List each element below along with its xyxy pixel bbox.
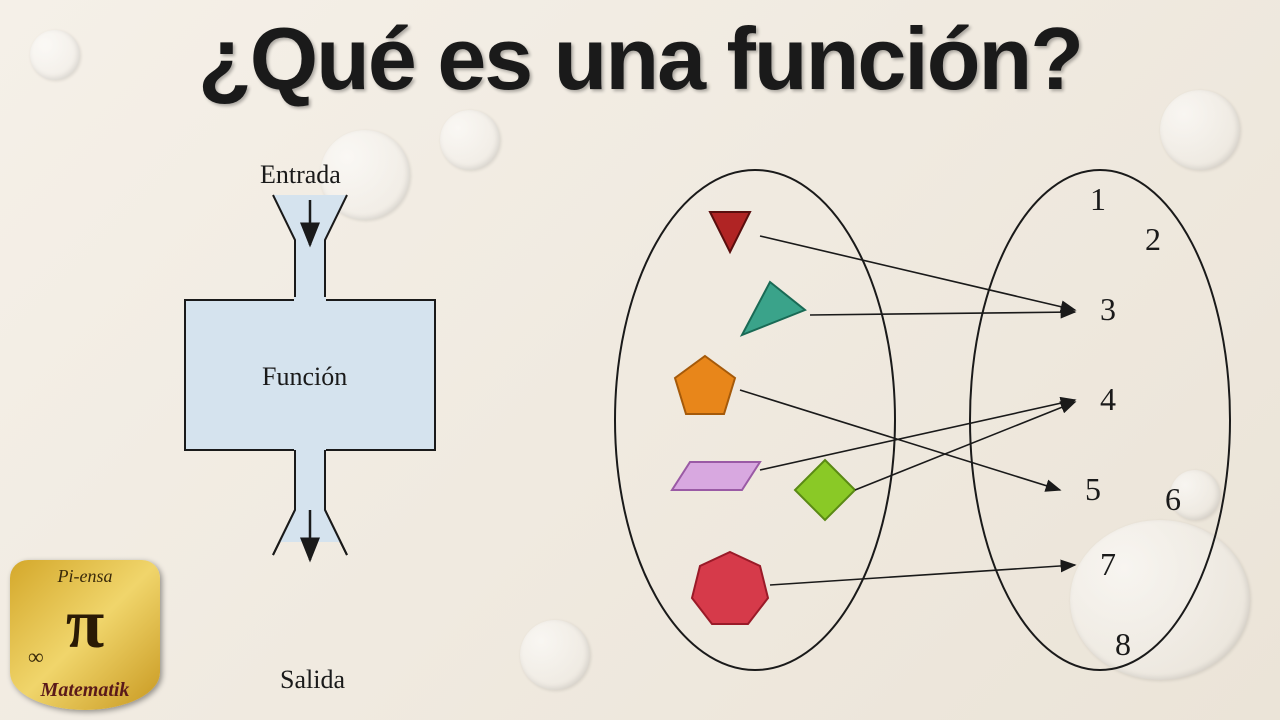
machine-input-label: Entrada (260, 160, 341, 190)
codomain-number: 7 (1100, 546, 1116, 582)
machine-body-label: Función (262, 362, 347, 392)
codomain-number: 6 (1165, 481, 1181, 517)
channel-logo: Pi-ensa π ∞ Matematik (10, 560, 160, 710)
infinity-icon: ∞ (28, 644, 44, 670)
function-machine-diagram: 1 2 3 4 5 6 7 8 (0, 0, 1280, 720)
codomain-number: 5 (1085, 471, 1101, 507)
logo-top-text: Pi-ensa (10, 566, 160, 587)
codomain-number: 4 (1100, 381, 1116, 417)
mapping-arrows (740, 236, 1075, 585)
codomain-oval (970, 170, 1230, 670)
codomain-number: 8 (1115, 626, 1131, 662)
codomain-number: 1 (1090, 181, 1106, 217)
pi-icon: π (66, 590, 104, 660)
codomain-number: 3 (1100, 291, 1116, 327)
domain-shape-pentagon (675, 356, 735, 414)
domain-shape-triangle-down (710, 212, 750, 252)
machine-output-label: Salida (280, 665, 345, 695)
codomain-number: 2 (1145, 221, 1161, 257)
logo-bottom-text: Matematik (10, 679, 160, 702)
domain-shape-parallelogram (672, 462, 760, 490)
domain-shape-triangle-right (742, 282, 805, 335)
domain-shape-diamond (795, 460, 855, 520)
domain-shape-heptagon (692, 552, 768, 624)
